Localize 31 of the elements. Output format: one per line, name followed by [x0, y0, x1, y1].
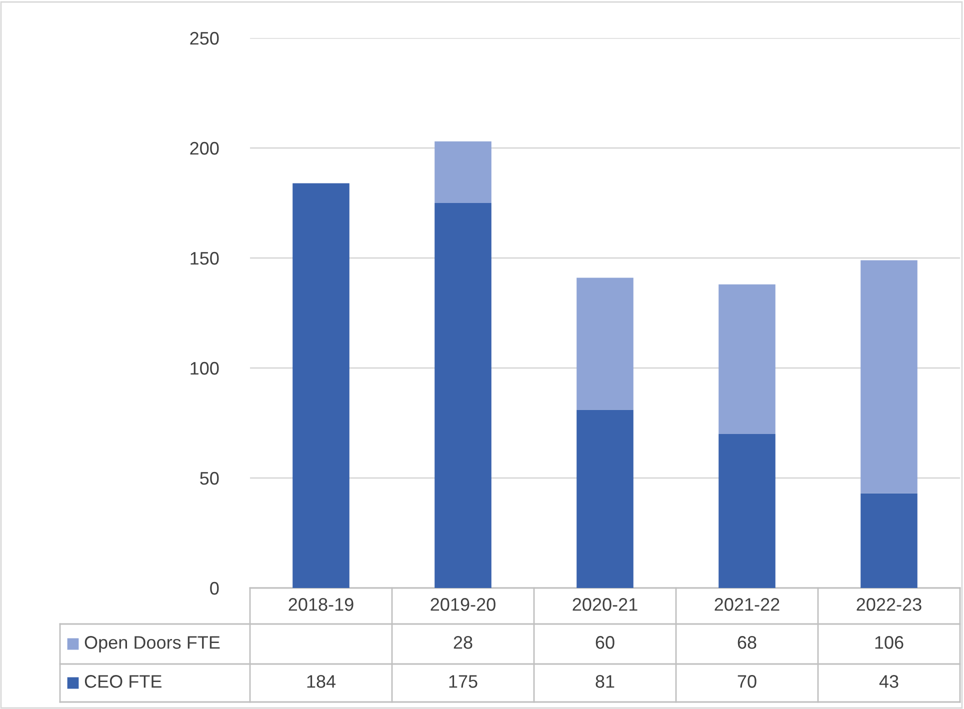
- bar: [576, 410, 634, 588]
- data-label: 60: [596, 636, 614, 649]
- bar: [576, 278, 634, 410]
- data-label: 70: [738, 675, 756, 688]
- bar: [434, 141, 492, 203]
- data-label: 184: [307, 675, 336, 688]
- y-tick-label: 150: [190, 252, 219, 265]
- data-label: 43: [879, 675, 898, 688]
- y-tick-label: 200: [190, 142, 219, 155]
- y-tick-label: 100: [190, 362, 219, 375]
- y-tick-label: 250: [190, 32, 219, 45]
- legend-label: Open Doors FTE: [84, 636, 220, 652]
- y-tick-label: 0: [210, 582, 219, 595]
- x-tick-label: 2021-22: [714, 598, 780, 611]
- legend-label: CEO FTE: [84, 675, 162, 688]
- data-label: 106: [875, 636, 904, 649]
- x-tick-label: 2022-23: [856, 598, 922, 611]
- bar: [860, 493, 918, 588]
- bar: [860, 260, 918, 494]
- x-tick-label: 2019-20: [430, 598, 496, 611]
- bar: [292, 183, 350, 588]
- x-tick-label: 2018-19: [288, 598, 354, 611]
- x-tick-label: 2020-21: [572, 598, 638, 611]
- data-label: 68: [738, 636, 756, 649]
- bar: [434, 203, 492, 588]
- data-label: 28: [454, 636, 472, 649]
- bar: [718, 434, 776, 588]
- y-tick-label: 50: [200, 472, 219, 485]
- data-label: 175: [449, 675, 478, 688]
- bar: [718, 284, 776, 434]
- data-label: 81: [596, 675, 614, 688]
